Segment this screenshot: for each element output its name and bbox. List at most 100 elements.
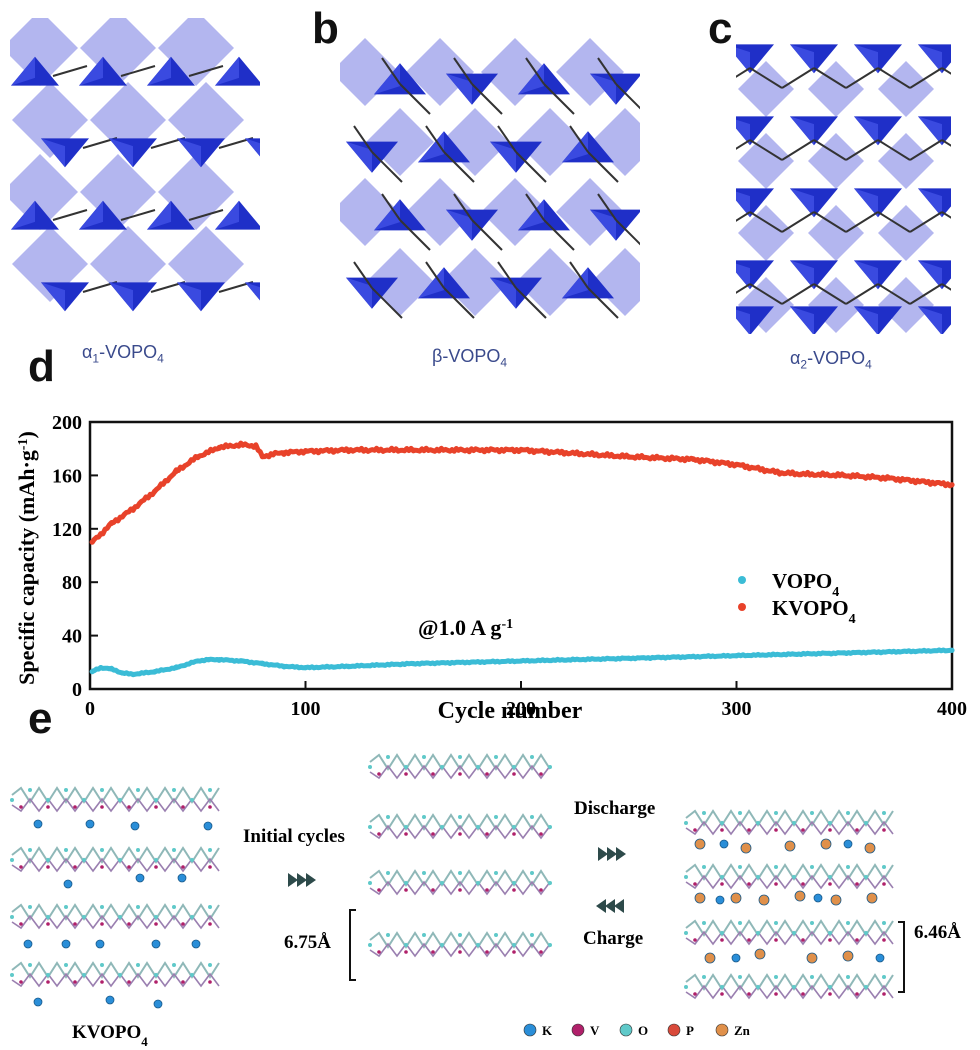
panel-letter-b: b — [312, 4, 339, 53]
kvopo4-layers — [10, 786, 220, 1009]
bond — [120, 209, 156, 221]
data-point — [733, 462, 740, 468]
data-point — [281, 663, 287, 669]
bond — [381, 193, 401, 221]
vo6-octahedron — [878, 133, 934, 189]
vo6-octahedron — [878, 61, 934, 117]
po4-tetrahedron — [736, 44, 774, 74]
bond — [781, 67, 815, 89]
y-tick-label: 160 — [52, 465, 82, 487]
bond — [749, 211, 783, 233]
bond — [453, 57, 473, 85]
atom-legend: K V O P Zn — [523, 1023, 751, 1038]
bond — [749, 139, 783, 161]
series-line-kvopo4 — [90, 440, 954, 544]
po4-tetrahedron — [562, 267, 614, 299]
po4-tetrahedron — [490, 141, 542, 173]
data-point — [690, 456, 697, 462]
bond — [813, 139, 847, 161]
po4-tetrahedron — [918, 306, 951, 334]
spacing-right-label: 6.46Å — [914, 922, 961, 943]
bond — [813, 283, 847, 305]
atom-legend-marker — [619, 1023, 633, 1037]
bond — [453, 193, 473, 221]
panel-letter-c: c — [708, 4, 733, 53]
bond — [525, 57, 545, 85]
bond — [941, 283, 951, 291]
bond — [543, 83, 575, 115]
po4-tetrahedron — [109, 138, 157, 168]
data-point — [205, 657, 212, 663]
zn-ion — [694, 892, 706, 904]
zn-ion — [694, 838, 706, 850]
vopo4-sheet — [684, 973, 894, 1000]
intercalation-schematic: Initial cycles Discharge Charge 6.75Å 6.… — [10, 753, 961, 1049]
bond — [736, 211, 751, 222]
atom-legend-item: Zn — [715, 1023, 751, 1038]
chart-legend: VOPO4 KVOPO4 — [738, 569, 856, 627]
data-point — [216, 657, 222, 663]
atom-legend-item: O — [619, 1023, 648, 1038]
data-point — [410, 447, 416, 453]
po4-tetrahedron — [518, 63, 570, 95]
bond — [399, 83, 431, 115]
po4-tetrahedron — [374, 63, 426, 95]
bond — [845, 283, 879, 305]
zn-ion — [758, 894, 770, 906]
bond — [120, 65, 156, 77]
k-ion — [843, 839, 853, 849]
vo6-octahedron — [340, 178, 399, 246]
capacity-chart: 0 100 200 300 400 0 40 80 120 160 200 Specific cap… — [14, 412, 967, 724]
y-axis-label: Specific capacity (mAh·g-1) — [14, 431, 39, 685]
bond — [425, 261, 445, 289]
po4-tetrahedron — [41, 138, 89, 168]
zn-ion — [730, 892, 742, 904]
bond — [569, 261, 589, 289]
vopo4-sheet — [10, 786, 220, 813]
k-ion — [153, 999, 163, 1009]
data-point — [130, 671, 136, 677]
po4-tetrahedron — [79, 200, 127, 230]
zn-ion — [794, 890, 806, 902]
po4-tetrahedron — [854, 260, 902, 290]
po4-tetrahedron — [346, 277, 398, 309]
bond — [781, 211, 815, 233]
vo6-octahedron — [340, 38, 399, 106]
po4-tetrahedron — [11, 200, 59, 230]
k-ion — [135, 873, 145, 883]
bond — [471, 219, 503, 251]
vo6-octahedron — [591, 108, 640, 176]
k-ion — [61, 939, 71, 949]
bond — [615, 83, 640, 110]
po4-tetrahedron — [518, 199, 570, 231]
bond — [941, 139, 951, 147]
data-point — [108, 520, 115, 527]
po4-tetrahedron — [177, 282, 225, 312]
vo6-octahedron — [808, 133, 864, 189]
po4-tetrahedron — [854, 188, 902, 218]
po4-tetrahedron — [918, 188, 951, 218]
zn-ion — [704, 952, 716, 964]
initial-cycles-label: Initial cycles — [243, 826, 345, 847]
k-ion — [95, 939, 105, 949]
data-point — [98, 665, 104, 671]
po4-tetrahedron — [147, 200, 195, 230]
y-tick-label: 0 — [72, 679, 82, 701]
data-point — [518, 447, 524, 453]
po4-tetrahedron — [790, 306, 838, 334]
k-ion — [719, 839, 729, 849]
legend-marker-vopo4 — [738, 576, 746, 584]
y-tick-label: 120 — [52, 519, 82, 541]
atom-legend-marker — [523, 1023, 537, 1037]
vo6-octahedron — [808, 205, 864, 261]
bond — [543, 219, 575, 251]
data-point — [216, 444, 222, 450]
data-point — [777, 470, 783, 476]
data-point — [152, 669, 158, 675]
vopo4-sheet — [684, 919, 894, 946]
zn-intercalated-layers — [684, 809, 894, 1000]
bond — [941, 211, 951, 219]
atom-legend-marker — [715, 1023, 729, 1037]
po4-tetrahedron — [790, 44, 838, 74]
data-point — [89, 669, 95, 675]
